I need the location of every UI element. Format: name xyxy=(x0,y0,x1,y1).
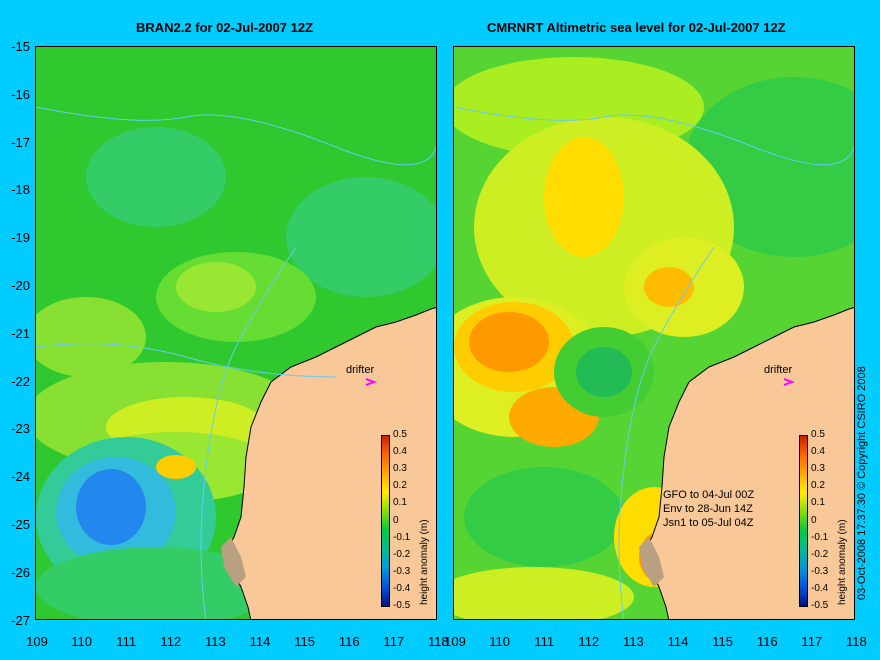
colorbar-tick: 0.2 xyxy=(393,480,407,492)
latitude-tick: -19 xyxy=(11,230,30,246)
colorbar-tick: 0 xyxy=(811,514,817,526)
longitude-tick: 118 xyxy=(846,634,867,649)
colorbar-tick: -0.1 xyxy=(393,531,411,543)
latitude-tick: -23 xyxy=(11,421,30,437)
left-colorbar-label: height anomaly (m) xyxy=(419,519,430,605)
longitude-tick: 116 xyxy=(756,634,778,649)
colorbar-tick: -0.5 xyxy=(811,600,829,611)
longitude-tick: 110 xyxy=(489,634,510,649)
right-drifter-label: drifter xyxy=(764,364,793,376)
colorbar-tick: 0.4 xyxy=(811,446,825,458)
left-map xyxy=(35,46,437,620)
latitude-tick: -27 xyxy=(11,612,30,628)
latitude-tick: -17 xyxy=(11,134,30,150)
right-map xyxy=(453,46,855,620)
left-drifter-label: drifter xyxy=(346,364,375,376)
latitude-tick: -15 xyxy=(11,39,30,54)
latitude-tick: -21 xyxy=(11,325,30,341)
longitude-tick: 114 xyxy=(249,634,271,649)
left-map-field xyxy=(36,47,436,619)
legend-jsn1: Jsn1 to 05-Jul 04Z xyxy=(663,517,754,529)
longitude-tick: 115 xyxy=(712,634,733,649)
longitude-tick: 116 xyxy=(338,634,360,649)
longitude-tick: 109 xyxy=(26,634,48,649)
colorbar-tick: -0.2 xyxy=(393,548,411,560)
colorbar-tick: 0.2 xyxy=(811,480,825,492)
colorbar-tick: 0.3 xyxy=(811,463,825,475)
longitude-tick: 117 xyxy=(801,634,823,649)
latitude-tick: -20 xyxy=(11,278,30,293)
colorbar-tick: 0.5 xyxy=(393,429,407,440)
longitude-tick: 118 xyxy=(428,634,449,649)
longitude-tick: 113 xyxy=(623,634,644,649)
right-colorbar-label: height anomaly (m) xyxy=(837,519,848,605)
longitude-tick: 113 xyxy=(205,634,226,649)
left-drifter-icon xyxy=(365,378,377,386)
colorbar-tick: -0.3 xyxy=(811,565,829,577)
latitude-tick: -24 xyxy=(11,469,30,485)
latitude-tick: -18 xyxy=(11,182,30,198)
longitude-tick: 111 xyxy=(116,634,137,649)
left-panel-title: BRAN2.2 for 02-Jul-2007 12Z xyxy=(136,20,314,35)
right-panel-title: CMRNRT Altimetric sea level for 02-Jul-2… xyxy=(487,20,786,35)
longitude-tick: 111 xyxy=(534,634,555,649)
left-colorbar xyxy=(381,435,390,607)
colorbar-tick: -0.2 xyxy=(811,548,829,560)
longitude-tick: 109 xyxy=(444,634,466,649)
colorbar-tick: 0.4 xyxy=(393,446,407,458)
colorbar-tick: -0.1 xyxy=(811,531,829,543)
colorbar-tick: -0.4 xyxy=(811,582,829,594)
right-colorbar xyxy=(799,435,808,607)
longitude-tick: 114 xyxy=(667,634,689,649)
longitude-tick: 115 xyxy=(294,634,315,649)
legend-env: Env to 28-Jun 14Z xyxy=(663,503,753,515)
right-map-field xyxy=(454,47,854,619)
colorbar-tick: 0.1 xyxy=(393,497,407,509)
latitude-tick: -25 xyxy=(11,517,30,532)
longitude-tick: 110 xyxy=(71,634,92,649)
longitude-tick: 112 xyxy=(160,634,182,649)
colorbar-tick: -0.3 xyxy=(393,565,411,577)
longitude-tick: 112 xyxy=(578,634,600,649)
latitude-tick: -22 xyxy=(11,373,30,389)
colorbar-tick: -0.4 xyxy=(393,582,411,594)
colorbar-tick: 0.1 xyxy=(811,497,825,509)
latitude-tick: -26 xyxy=(11,564,30,580)
copyright-text: 03-Oct-2008 17:37:30 © Copyright CSIRO 2… xyxy=(856,366,868,600)
colorbar-tick: -0.5 xyxy=(393,600,411,611)
colorbar-tick: 0.5 xyxy=(811,429,825,440)
right-drifter-icon xyxy=(783,378,795,386)
legend-gfo: GFO to 04-Jul 00Z xyxy=(663,489,755,501)
colorbar-tick: 0.3 xyxy=(393,463,407,475)
longitude-tick: 117 xyxy=(383,634,405,649)
latitude-tick: -16 xyxy=(11,86,30,102)
colorbar-tick: 0 xyxy=(393,514,399,526)
